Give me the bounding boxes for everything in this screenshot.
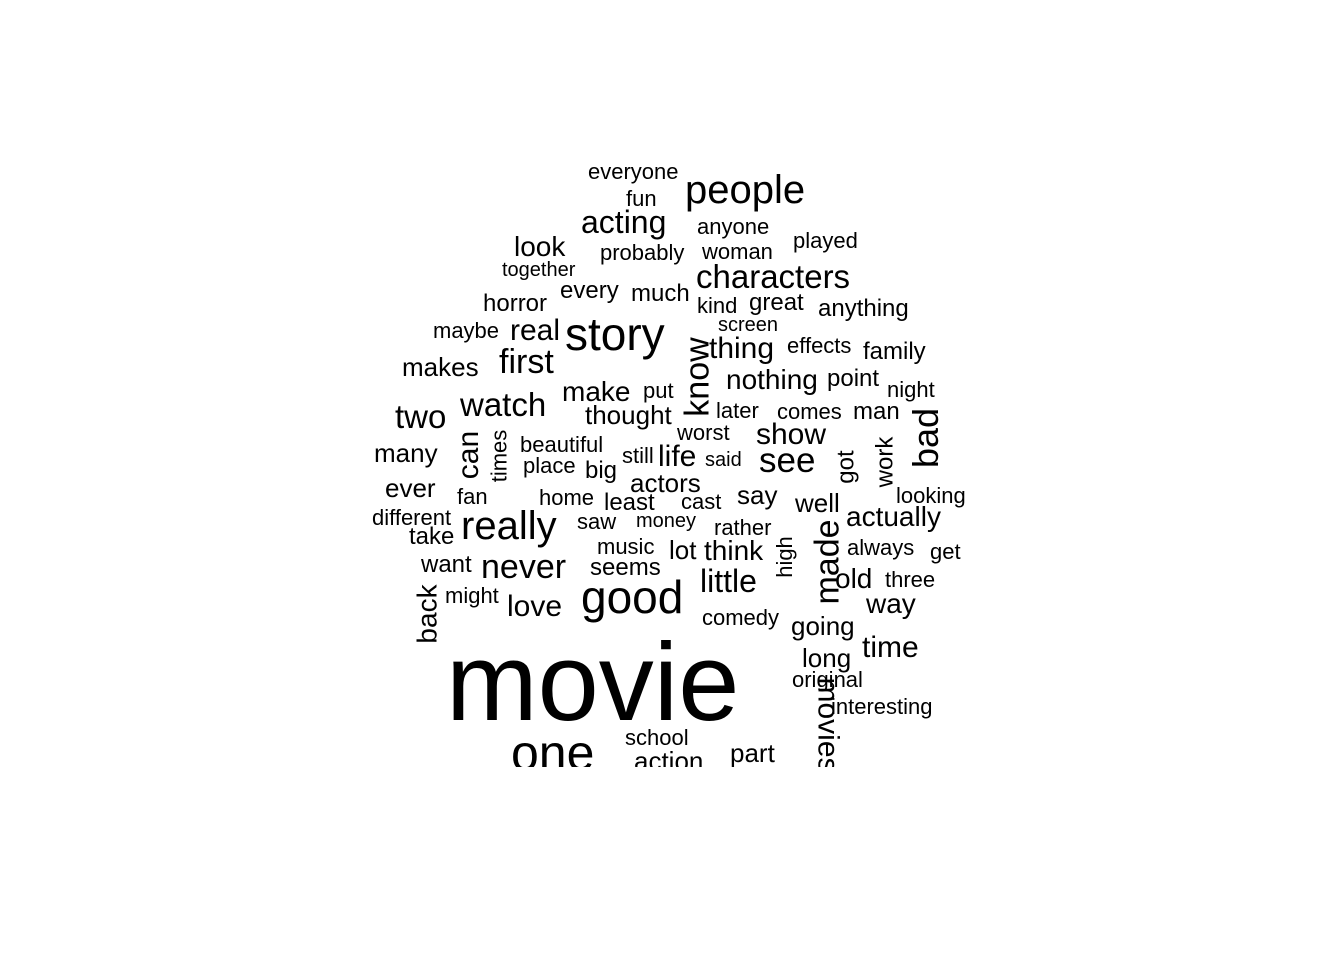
word: take bbox=[409, 523, 455, 550]
word: fan bbox=[457, 484, 488, 509]
word: make bbox=[562, 376, 631, 407]
word: love bbox=[507, 590, 563, 623]
word: school bbox=[625, 725, 689, 750]
word: always bbox=[847, 535, 915, 560]
word: lot bbox=[669, 535, 697, 565]
word: really bbox=[461, 504, 557, 548]
word: time bbox=[862, 631, 919, 664]
word: thought bbox=[585, 400, 672, 430]
word: many bbox=[374, 438, 438, 468]
word: anyone bbox=[697, 214, 770, 239]
word: nothing bbox=[726, 364, 818, 395]
word: put bbox=[643, 378, 674, 403]
word: way bbox=[866, 588, 916, 619]
word: every bbox=[560, 277, 619, 304]
word: point bbox=[827, 365, 880, 392]
word: said bbox=[705, 449, 742, 471]
word: place bbox=[523, 453, 576, 478]
word: action bbox=[634, 746, 704, 767]
word: characters bbox=[696, 258, 851, 295]
word: old bbox=[835, 563, 873, 594]
word: man bbox=[853, 398, 900, 425]
word: comes bbox=[777, 399, 842, 424]
word: one bbox=[511, 725, 595, 767]
word: got bbox=[832, 450, 860, 484]
word: long bbox=[802, 643, 852, 673]
word: back bbox=[411, 584, 443, 644]
word: people bbox=[685, 168, 806, 212]
word: life bbox=[658, 440, 697, 473]
word: story bbox=[565, 308, 665, 360]
word: horror bbox=[483, 290, 548, 317]
word: kind bbox=[697, 293, 738, 318]
word: night bbox=[887, 377, 935, 402]
word: see bbox=[759, 441, 816, 480]
word: later bbox=[716, 398, 759, 423]
word: real bbox=[510, 314, 561, 347]
word: two bbox=[395, 398, 447, 435]
word: might bbox=[445, 583, 499, 608]
word: work bbox=[871, 436, 899, 488]
word: get bbox=[930, 539, 961, 564]
word: fun bbox=[626, 186, 657, 211]
word: makes bbox=[402, 352, 479, 382]
word: played bbox=[793, 228, 858, 253]
word: maybe bbox=[433, 318, 500, 343]
word: least bbox=[604, 489, 655, 516]
word: probably bbox=[600, 240, 685, 265]
word: think bbox=[704, 535, 764, 566]
word: actors bbox=[630, 468, 701, 498]
word: effects bbox=[787, 333, 852, 358]
word-cloud-area: movie one good story really people chara… bbox=[300, 150, 1020, 768]
word: bad bbox=[905, 407, 947, 469]
word: look bbox=[514, 231, 566, 262]
word: screen bbox=[718, 314, 779, 336]
word: cast bbox=[681, 489, 722, 514]
word: acting bbox=[581, 204, 667, 240]
word: anything bbox=[818, 295, 909, 322]
word: movie bbox=[446, 621, 740, 744]
word: beautiful bbox=[520, 432, 604, 457]
word: times bbox=[486, 429, 512, 483]
word: part bbox=[730, 738, 775, 767]
word: much bbox=[631, 280, 690, 307]
word: three bbox=[885, 567, 936, 592]
word: never bbox=[481, 548, 567, 586]
word: interesting bbox=[831, 694, 933, 719]
word: home bbox=[539, 485, 595, 510]
word: original bbox=[792, 667, 863, 692]
word: high bbox=[771, 536, 797, 578]
word: watch bbox=[460, 386, 547, 423]
word: good bbox=[581, 571, 684, 623]
word: thing bbox=[709, 332, 775, 365]
word: say bbox=[737, 480, 778, 510]
word: still bbox=[622, 443, 654, 468]
word: little bbox=[700, 563, 757, 599]
word: seems bbox=[590, 554, 661, 581]
word: show bbox=[756, 418, 827, 451]
word: family bbox=[863, 338, 926, 365]
word: rather bbox=[714, 515, 772, 540]
word: worst bbox=[677, 420, 730, 445]
word: looking bbox=[896, 483, 966, 508]
word: first bbox=[499, 343, 554, 381]
word: can bbox=[452, 430, 486, 480]
word: different bbox=[372, 505, 452, 530]
word: big bbox=[585, 457, 618, 484]
word: together bbox=[502, 259, 576, 281]
word: want bbox=[421, 551, 472, 578]
word: well bbox=[795, 488, 840, 518]
word: everyone bbox=[588, 159, 679, 184]
word: actually bbox=[846, 501, 941, 532]
word: comedy bbox=[702, 605, 780, 630]
word: money bbox=[636, 510, 697, 532]
word: saw bbox=[577, 509, 617, 534]
word: woman bbox=[702, 239, 773, 264]
word: music bbox=[597, 534, 655, 559]
word: great bbox=[749, 289, 804, 316]
word: going bbox=[791, 611, 855, 641]
word: ever bbox=[385, 473, 436, 503]
